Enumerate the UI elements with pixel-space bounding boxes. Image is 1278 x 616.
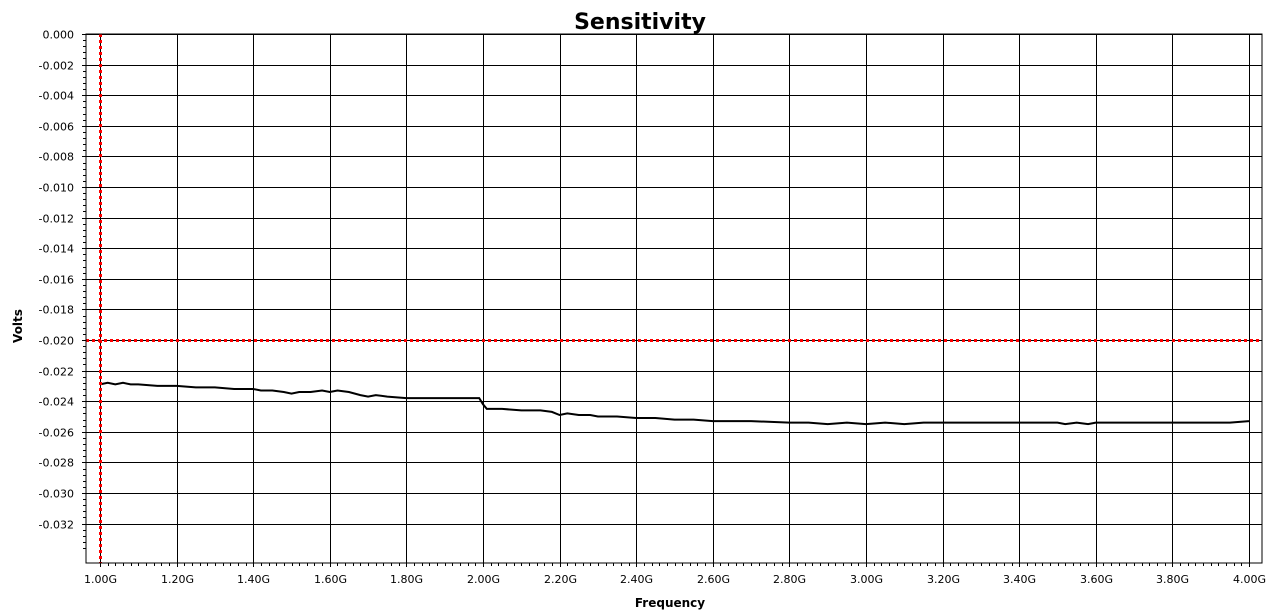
series-group (99, 381, 1250, 426)
x-tick-label: 2.60G (697, 573, 730, 586)
y-tick-label: -0.024 (39, 396, 74, 409)
x-tick-label: 3.40G (1003, 573, 1036, 586)
x-tick-label: 4.00G (1233, 573, 1266, 586)
x-tick-label: 3.00G (850, 573, 883, 586)
x-tick-label: 2.00G (467, 573, 500, 586)
x-axis-label: Frequency (635, 596, 705, 610)
x-tick-label: 3.20G (927, 573, 960, 586)
x-tick-label: 1.00G (84, 573, 117, 586)
y-tick-label: -0.018 (39, 304, 74, 317)
series-line-0 (99, 381, 1250, 426)
x-tick-label: 2.20G (544, 573, 577, 586)
grid (82, 34, 1262, 567)
x-tick-label: 3.80G (1156, 573, 1189, 586)
x-tick-label: 3.60G (1080, 573, 1113, 586)
y-tick-label: -0.014 (39, 243, 74, 256)
y-tick-label: -0.032 (39, 519, 74, 532)
minor-ticks (83, 40, 1242, 566)
marker-lines[interactable] (86, 34, 1262, 563)
y-tick-label: -0.006 (39, 121, 74, 134)
x-tick-label: 2.40G (620, 573, 653, 586)
y-tick-label: -0.016 (39, 274, 74, 287)
x-tick-label: 2.80G (773, 573, 806, 586)
y-tick-label: -0.012 (39, 213, 74, 226)
y-tick-label: -0.026 (39, 427, 74, 440)
plot-frame (85, 33, 1263, 564)
y-axis-label: Volts (11, 309, 25, 343)
x-tick-label: 1.80G (390, 573, 423, 586)
chart-title: Sensitivity (574, 10, 706, 35)
x-tick-label: 1.60G (314, 573, 347, 586)
x-tick-label: 1.40G (237, 573, 270, 586)
y-tick-label: -0.002 (39, 60, 74, 73)
x-axis-ticks: 1.00G 1.20G 1.40G 1.60G 1.80G 2.00G 2.20G 2.40G… (84, 573, 1266, 586)
y-tick-label: -0.022 (39, 366, 74, 379)
y-tick-label: -0.028 (39, 457, 74, 470)
y-tick-label: 0.000 (43, 29, 75, 42)
y-tick-label: -0.008 (39, 151, 74, 164)
y-tick-label: -0.010 (39, 182, 74, 195)
y-axis-ticks: 0.000 -0.002 -0.004 -0.006 -0.008 -0.010 -0.01… (39, 29, 74, 532)
y-tick-label: -0.030 (39, 488, 74, 501)
y-tick-label: -0.004 (39, 90, 74, 103)
x-tick-label: 1.20G (161, 573, 194, 586)
y-tick-label: -0.020 (39, 335, 74, 348)
